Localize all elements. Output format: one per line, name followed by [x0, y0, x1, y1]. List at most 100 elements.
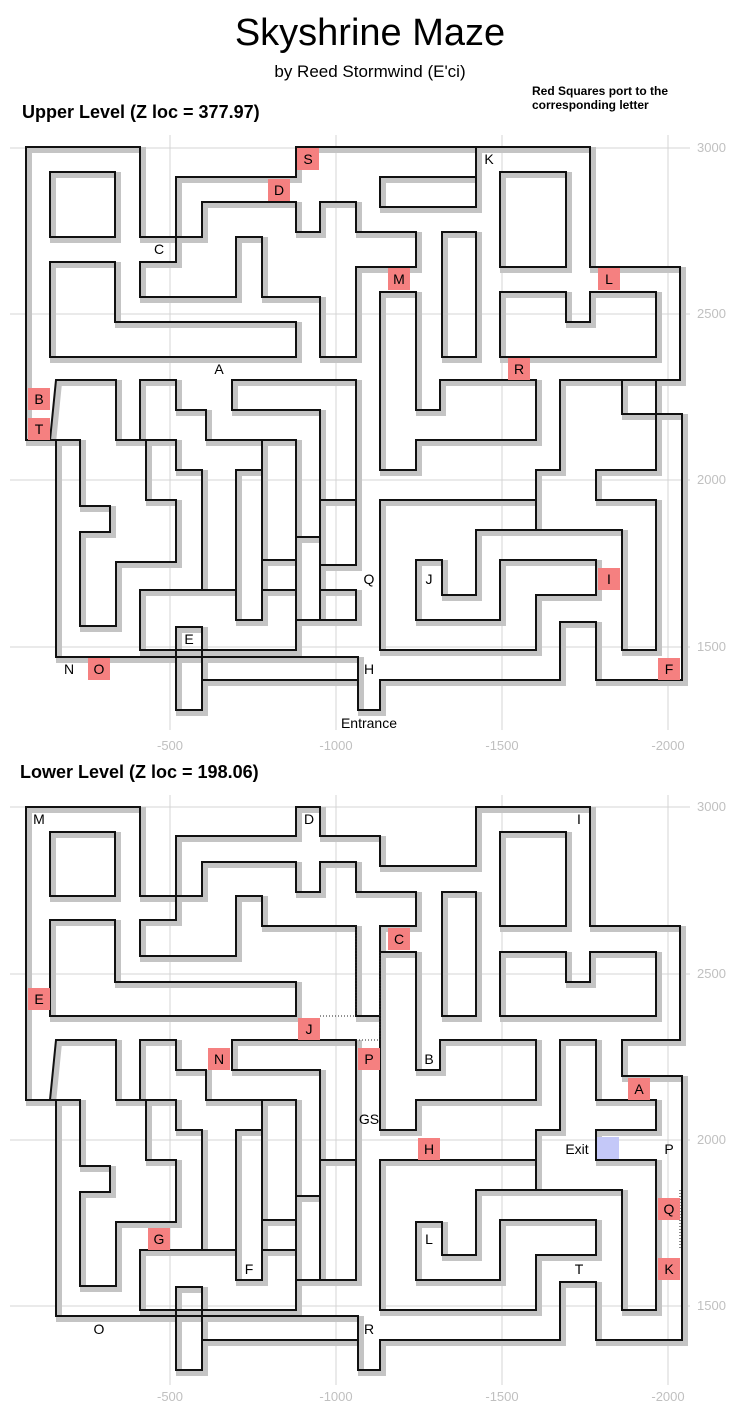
lower-portal-H: H [418, 1138, 440, 1160]
svg-text:T: T [35, 421, 44, 437]
maze-wall [25, 806, 683, 1371]
lower-ticks: 3000 2500 2000 1500 -500 -1000 -1500 -20… [157, 799, 726, 1404]
lower-portals: C E J N P A H Q G K [28, 928, 680, 1280]
upper-ytick-2000: 2000 [697, 472, 726, 487]
lower-label-exit: Exit [565, 1141, 588, 1157]
upper-label-K: K [484, 151, 494, 167]
maze-wall [139, 559, 297, 651]
maze-wall [139, 1219, 297, 1311]
upper-label-J: J [426, 571, 433, 587]
lower-ytick-2000: 2000 [697, 1132, 726, 1147]
upper-label-A: A [214, 361, 224, 377]
upper-ytick-2500: 2500 [697, 306, 726, 321]
page-title: Skyshrine Maze [234, 12, 506, 54]
lower-label-GS: GS [359, 1111, 379, 1127]
maze-wall [319, 1159, 357, 1281]
upper-label-H: H [364, 661, 374, 677]
upper-level-title: Upper Level (Z loc = 377.97) [22, 102, 260, 122]
maze-wall [319, 589, 357, 621]
lower-grid [10, 795, 690, 1385]
maze-wall [139, 201, 417, 358]
upper-label-E: E [184, 631, 193, 647]
upper-ytick-1500: 1500 [697, 639, 726, 654]
lower-xtick--1500: -1500 [485, 1389, 518, 1404]
lower-portal-C: C [388, 928, 410, 950]
upper-xtick--500: -500 [157, 738, 183, 753]
upper-portal-I: I [598, 568, 620, 590]
maze-wall [499, 831, 567, 927]
lower-label-D: D [304, 811, 314, 827]
lower-portal-G: G [148, 1228, 170, 1250]
maze-wall [499, 951, 657, 1017]
lower-xtick--2000: -2000 [651, 1389, 684, 1404]
lower-labels: M D I B GS Exit P L F T O R [33, 811, 674, 1337]
svg-text:C: C [394, 931, 404, 947]
upper-portals: S D M L R B T I O F [28, 148, 680, 680]
maze-wall [201, 656, 359, 681]
lower-label-B: B [424, 1051, 433, 1067]
svg-text:G: G [154, 1231, 165, 1247]
lower-label-I: I [577, 811, 581, 827]
svg-text:N: N [214, 1051, 224, 1067]
svg-text:E: E [34, 991, 43, 1007]
upper-ytick-3000: 3000 [697, 140, 726, 155]
upper-portal-B: B [28, 388, 50, 410]
lower-xtick--1000: -1000 [319, 1389, 352, 1404]
upper-xtick--1000: -1000 [319, 738, 352, 753]
upper-xtick--1500: -1500 [485, 738, 518, 753]
upper-portal-F: F [658, 658, 680, 680]
maze-wall [201, 1315, 359, 1341]
lower-portal-A: A [628, 1078, 650, 1100]
svg-text:F: F [665, 661, 674, 677]
author-byline: by Reed Stormwind (E'ci) [274, 62, 466, 81]
lower-ytick-2500: 2500 [697, 966, 726, 981]
lower-portal-J: J [298, 1018, 320, 1040]
svg-text:J: J [306, 1021, 313, 1037]
svg-text:P: P [364, 1051, 373, 1067]
maze-wall [441, 891, 477, 1017]
maze-wall [379, 291, 537, 471]
lower-label-P: P [664, 1141, 673, 1157]
lower-label-L: L [425, 1231, 433, 1247]
lower-label-F: F [245, 1261, 254, 1277]
upper-portal-R: R [508, 358, 530, 380]
lower-xtick--500: -500 [157, 1389, 183, 1404]
maze-wall [379, 951, 537, 1131]
svg-text:I: I [607, 571, 611, 587]
lower-portal-K: K [658, 1258, 680, 1280]
maze-wall [139, 1039, 263, 1251]
lower-label-T: T [575, 1261, 584, 1277]
upper-portal-M: M [388, 268, 410, 290]
svg-text:A: A [634, 1081, 644, 1097]
lower-ytick-1500: 1500 [697, 1298, 726, 1313]
upper-portal-D: D [268, 179, 290, 201]
upper-label-Q: Q [364, 571, 375, 587]
svg-text:O: O [94, 661, 105, 677]
svg-text:S: S [303, 151, 312, 167]
maze-wall [379, 499, 597, 651]
upper-labels: K C A Q J E N H Entrance [64, 151, 494, 731]
svg-text:B: B [34, 391, 43, 407]
upper-portal-O: O [88, 658, 110, 680]
maze-wall [139, 861, 417, 1017]
upper-label-C: C [154, 241, 164, 257]
lower-label-O: O [94, 1321, 105, 1337]
upper-portal-L: L [598, 268, 620, 290]
upper-portal-T: T [28, 418, 50, 440]
upper-label-entrance: Entrance [341, 715, 397, 731]
upper-xtick--2000: -2000 [651, 738, 684, 753]
maze-wall [535, 379, 657, 651]
svg-text:M: M [393, 271, 405, 287]
svg-text:K: K [664, 1261, 674, 1277]
maze-wall [441, 231, 477, 358]
lower-level-title: Lower Level (Z loc = 198.06) [20, 762, 259, 782]
upper-portal-S: S [297, 148, 319, 170]
maze-wall [48, 379, 177, 627]
portal-legend-note: Red Squares port to the corresponding le… [532, 84, 669, 112]
maze-wall [379, 1159, 597, 1311]
svg-text:Q: Q [664, 1201, 675, 1217]
maze-wall [535, 1039, 657, 1311]
lower-walls-halo [26, 807, 688, 1376]
lower-label-M: M [33, 811, 45, 827]
